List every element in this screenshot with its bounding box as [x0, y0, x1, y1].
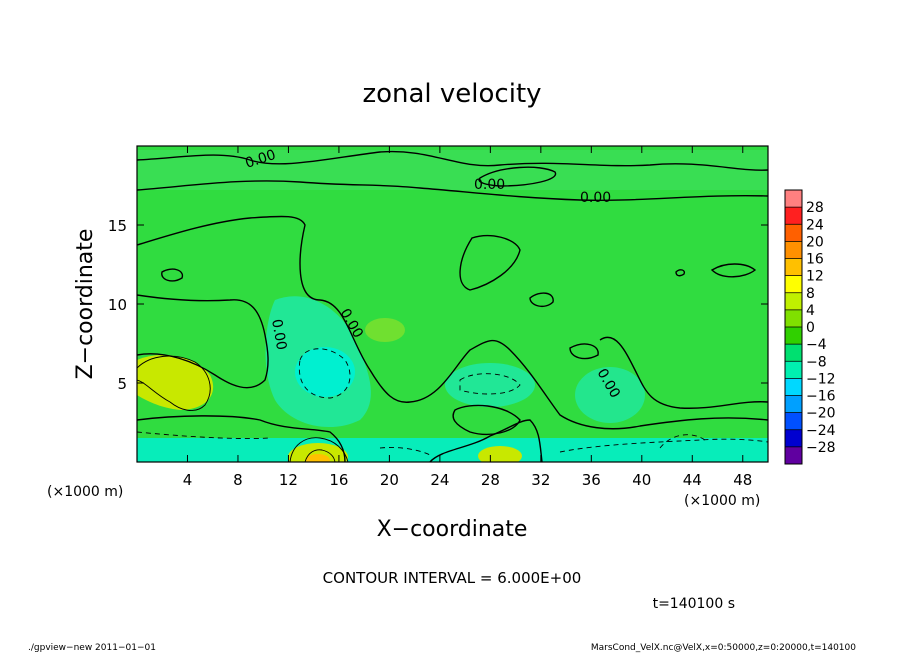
x-tick-label: 28 — [481, 471, 500, 489]
colorbar-segment — [785, 412, 802, 431]
dashed-contours — [137, 348, 768, 456]
y-axis: 5 10 15 — [108, 217, 768, 393]
x-tick-label: 8 — [233, 471, 243, 489]
contour-negative-bottom-mid — [379, 447, 431, 456]
velocity-field — [137, 146, 768, 462]
x-tick-label: 12 — [279, 471, 298, 489]
x-tick-label: 32 — [531, 471, 550, 489]
contour-zero-island-top — [478, 166, 557, 187]
contour-negative-far-right — [659, 434, 706, 449]
colorbar-tick-label: 16 — [806, 252, 824, 268]
x-unit-left: (×1000 m) — [47, 484, 123, 500]
x-tick-label: 44 — [683, 471, 702, 489]
colorbar-segment — [785, 361, 802, 379]
contour-zero-tiny-right — [675, 269, 686, 277]
footer-left: ./gpview−new 2011−01−01 — [28, 643, 156, 653]
negative-core-center — [295, 347, 355, 397]
contour-zero-bottom-right — [429, 419, 543, 462]
contour-label: 0.00 — [580, 190, 611, 206]
contour-zero-blob-bottom — [452, 404, 521, 436]
contour-negative-center — [298, 348, 351, 399]
colorbar-segment — [785, 429, 802, 448]
colorbar-segment — [785, 224, 802, 242]
colorbar-segment — [785, 292, 802, 311]
x-axis-title: X−coordinate — [377, 517, 528, 542]
colorbar-segment — [785, 258, 802, 277]
colorbar-tick-label: 24 — [806, 217, 824, 233]
x-tick-label: 16 — [329, 471, 348, 489]
colorbar-tick-label: −16 — [806, 389, 836, 405]
y-tick-label: 5 — [117, 375, 127, 393]
colorbar-segment — [785, 190, 802, 208]
contour-zero-island-center — [459, 234, 521, 291]
negative-region-right — [445, 363, 535, 407]
colorbar-tick-label: −24 — [806, 423, 836, 439]
colorbar-segment — [785, 344, 802, 362]
y-axis-title: Z−coordinate — [73, 229, 98, 380]
positive-region-upper — [365, 318, 405, 342]
x-unit-right: (×1000 m) — [684, 493, 760, 509]
contour-negative-bottom-right — [559, 438, 768, 453]
contour-label: 0.00 — [268, 318, 289, 351]
colorbar-tick-label: −28 — [806, 440, 836, 456]
field-background — [137, 146, 768, 462]
colorbar-tick-label: −4 — [806, 337, 827, 353]
colorbar-tick-label: −12 — [806, 371, 836, 387]
contour-zero-island-lower — [569, 343, 599, 360]
colorbar-tick-label: 28 — [806, 200, 824, 216]
contour-zero-main — [137, 215, 768, 430]
colorbar-segment — [785, 241, 802, 259]
contour-zero-right — [599, 336, 768, 409]
contour-zero-small-right — [710, 263, 757, 278]
contour-interval: CONTOUR INTERVAL = 6.000E+00 — [323, 569, 582, 587]
contour-positive-jet-inner — [304, 449, 336, 462]
time-label: t=140100 s — [653, 596, 735, 612]
colorbar-segment — [785, 446, 802, 465]
contour-label: 0.00 — [474, 177, 505, 193]
contour-positive-jet — [289, 437, 349, 462]
x-tick-label: 48 — [733, 471, 752, 489]
colorbar-tick-label: 8 — [806, 286, 815, 302]
negative-region-far-right — [575, 367, 645, 423]
positive-region-left — [137, 355, 214, 410]
x-tick-label: 36 — [582, 471, 601, 489]
contour-zero-bottom-left — [137, 415, 346, 462]
x-tick-label: 24 — [430, 471, 449, 489]
chart-title: zonal velocity — [362, 79, 541, 109]
colorbar-tick-label: 12 — [806, 269, 824, 285]
colorbar-tick-label: −8 — [806, 354, 827, 370]
contour-negative-right — [459, 373, 521, 395]
contour-zero-upper — [137, 180, 768, 202]
y-tick-label: 10 — [108, 296, 127, 314]
contour-zero-top — [137, 150, 768, 171]
footer-right: MarsCond_VelX.nc@VelX,x=0:50000,z=0:2000… — [591, 643, 856, 653]
y-tick-label: 15 — [108, 217, 127, 235]
x-tick-label: 4 — [183, 471, 193, 489]
colorbar-segment — [785, 327, 802, 345]
colorbar-tick-label: 20 — [806, 234, 824, 250]
contour-positive-left — [137, 355, 211, 412]
x-tick-label: 20 — [380, 471, 399, 489]
contour-negative-bottom-left — [137, 431, 271, 439]
contour-lines — [137, 150, 768, 462]
positive-blob-bottom-right — [478, 446, 522, 462]
x-tick-label: 40 — [632, 471, 651, 489]
positive-jet-core — [306, 454, 330, 462]
colorbar-tick-label: 0 — [806, 320, 815, 336]
contour-zero-island-right — [529, 292, 554, 308]
colorbar-segment — [785, 275, 802, 294]
colorbar-segment — [785, 378, 802, 396]
colorbar-tick-label: 4 — [806, 303, 815, 319]
colorbar-segment — [785, 207, 802, 225]
upper-band — [137, 150, 768, 190]
x-axis: 4 8 12 16 20 24 28 32 36 40 44 48 — [183, 146, 752, 489]
contour-zero-small-left — [161, 268, 184, 282]
colorbar-segment — [785, 395, 802, 414]
colorbar-tick-label: −20 — [806, 406, 836, 422]
colorbar-segment — [785, 309, 802, 328]
